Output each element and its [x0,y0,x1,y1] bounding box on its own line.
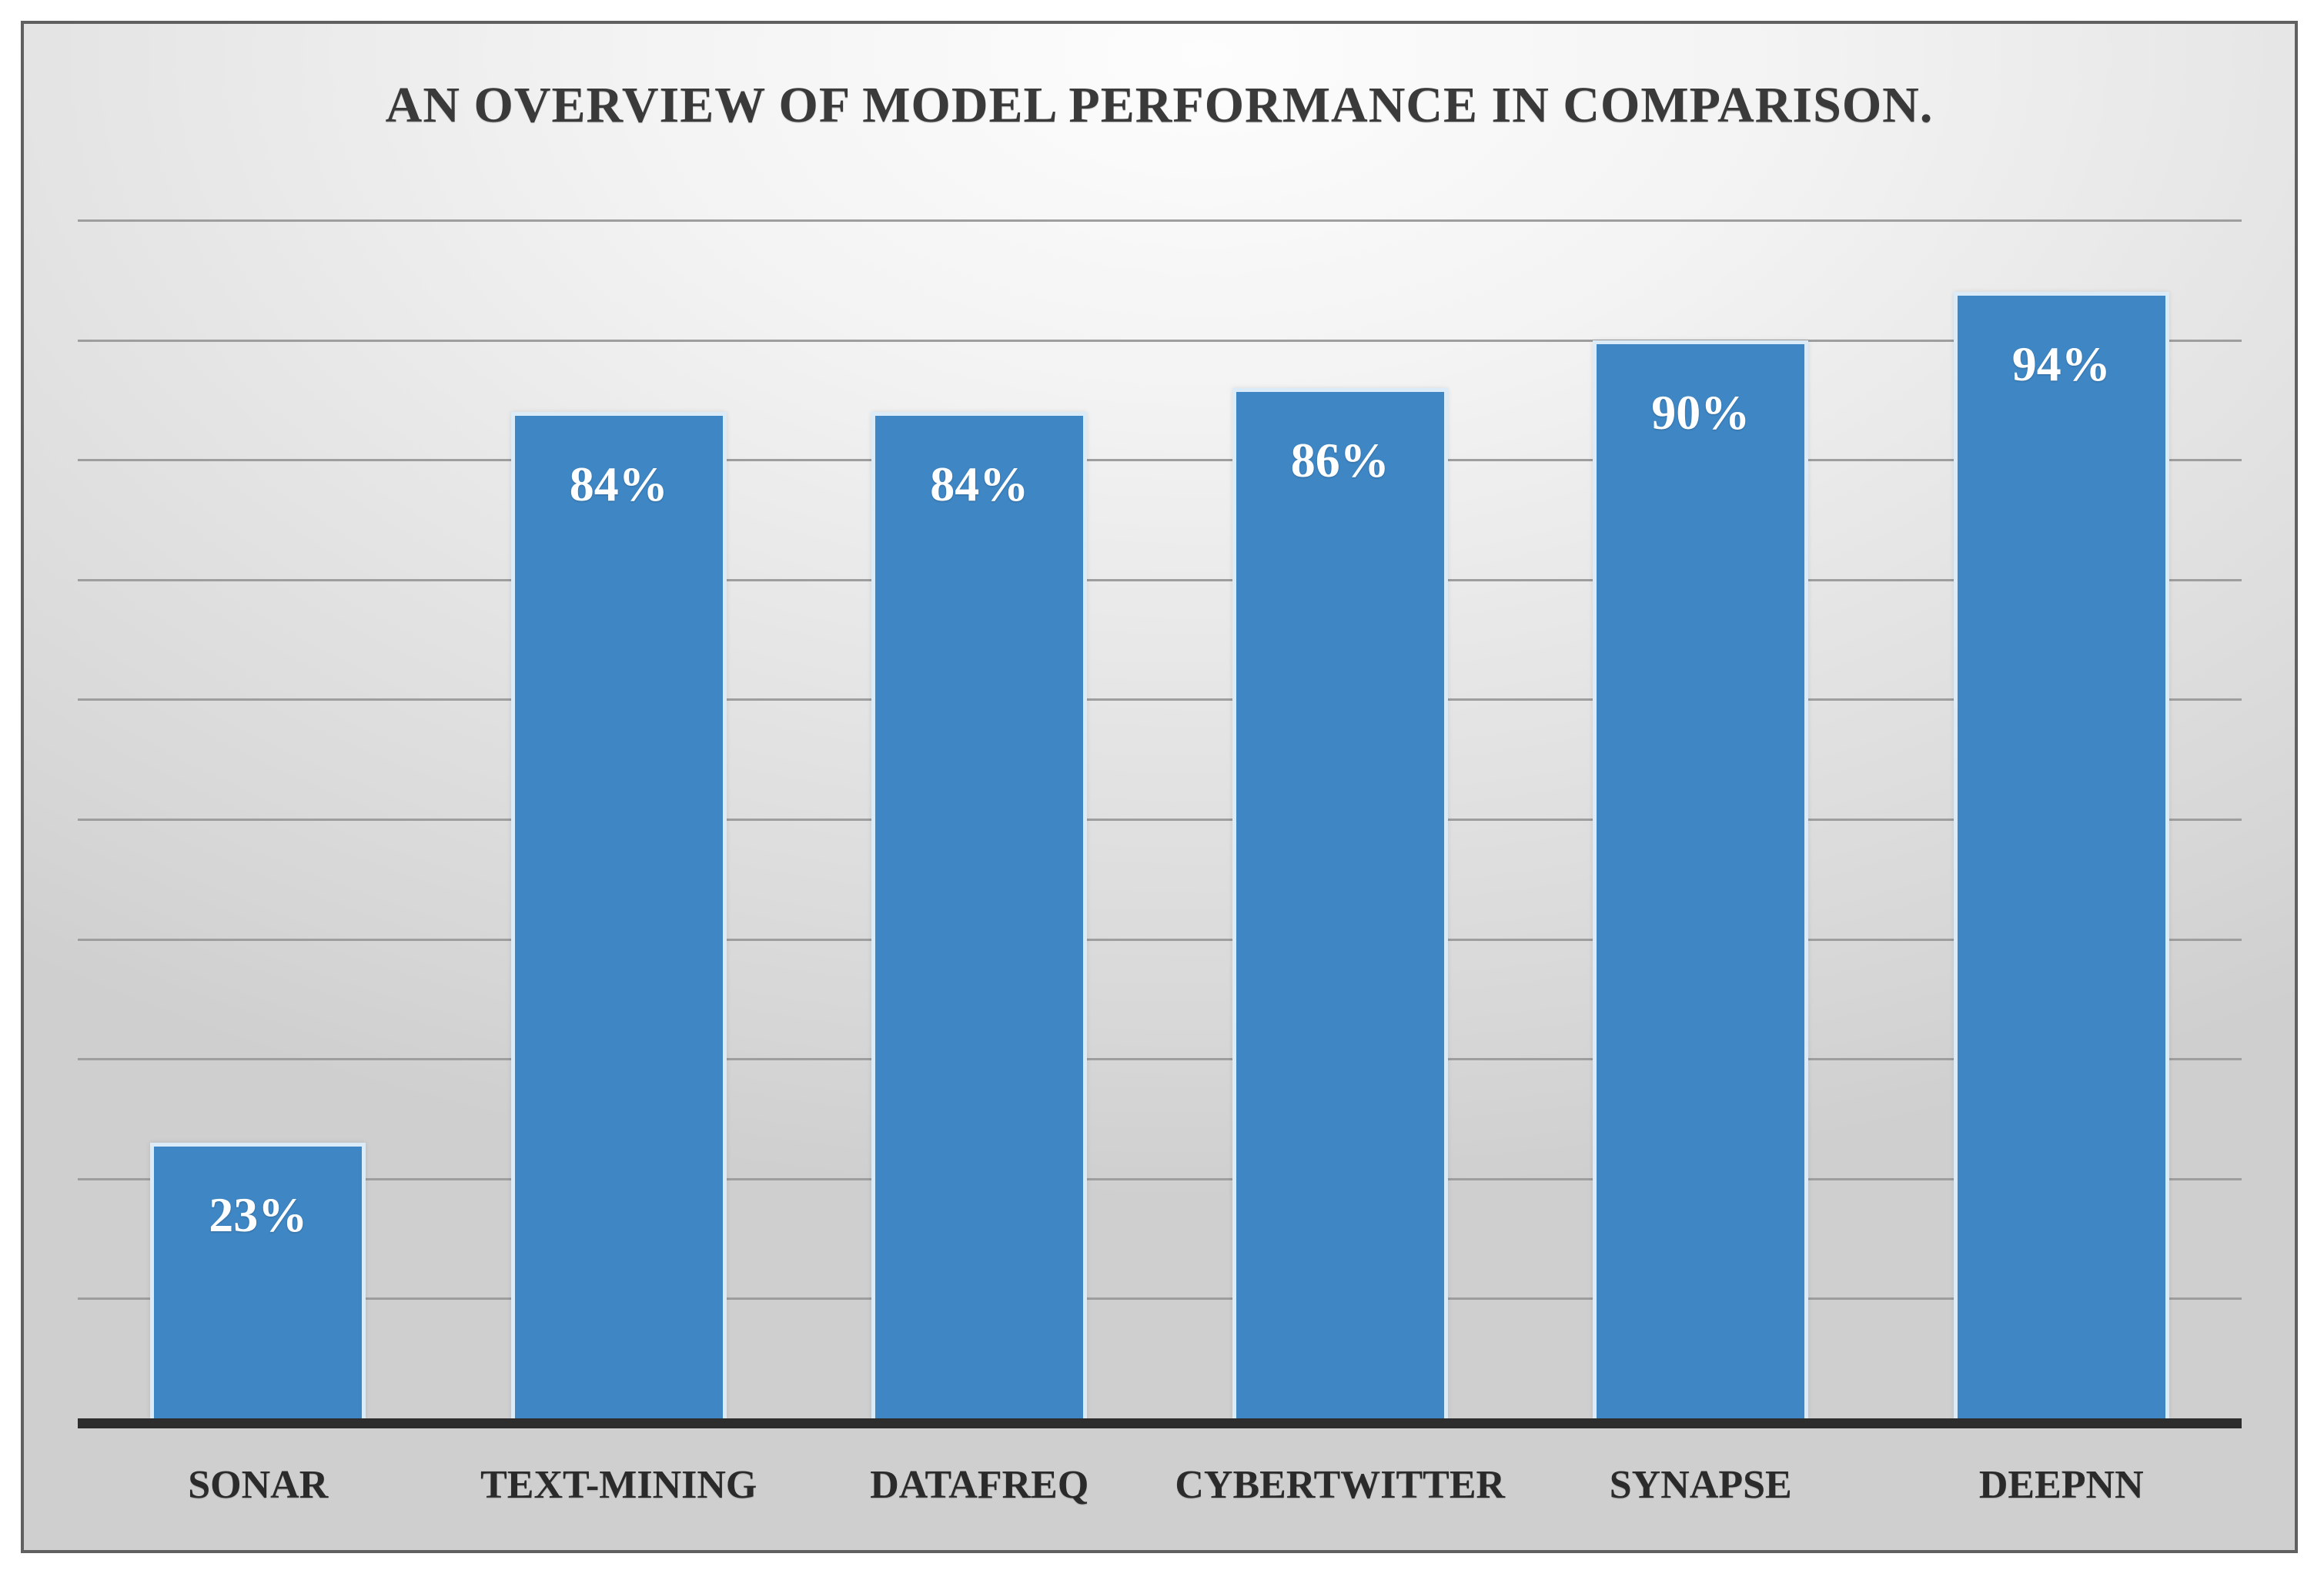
category-label-deepnn: DEEPNN [1978,1463,2144,1507]
chart-title: AN OVERVIEW OF MODEL PERFORMANCE IN COMP… [385,77,1934,133]
bar-datafreq: 84% [871,411,1088,1418]
gridline [78,1297,2242,1301]
bar-value-label: 86% [1290,432,1389,487]
category-label-cybertwitter: CYBERTWITTER [1175,1463,1506,1507]
bar-synapse: 90% [1593,340,1809,1418]
gridline [78,698,2242,701]
category-label-synapse: SYNAPSE [1609,1463,1792,1507]
bar-sonar: 23% [150,1143,366,1418]
bar-deepnn: 94% [1953,292,2169,1418]
category-label-sonar: SONAR [188,1463,329,1507]
gridline [78,339,2242,342]
bar-value-label: 23% [209,1187,308,1243]
gridline [78,819,2242,821]
x-axis-line [78,1418,2242,1428]
category-label-datafreq: DATAFREQ [870,1463,1089,1507]
gridline [78,578,2242,581]
plot-area: 23% 84% 84% 86% 90% 94% [78,24,2242,1556]
bar-value-label: 94% [2011,336,2111,392]
chart-frame: AN OVERVIEW OF MODEL PERFORMANCE IN COMP… [21,21,2298,1553]
gridline [78,1058,2242,1061]
gridline [78,938,2242,941]
bar-value-label: 84% [930,456,1029,511]
bar-value-label: 84% [569,456,668,511]
bar-text-mining: 84% [510,411,727,1418]
bar-cybertwitter: 86% [1232,387,1448,1418]
gridline [78,1177,2242,1180]
bar-value-label: 90% [1651,384,1751,440]
gridline [78,459,2242,462]
gridline [78,219,2242,222]
category-label-text-mining: TEXT-MINING [480,1463,757,1507]
